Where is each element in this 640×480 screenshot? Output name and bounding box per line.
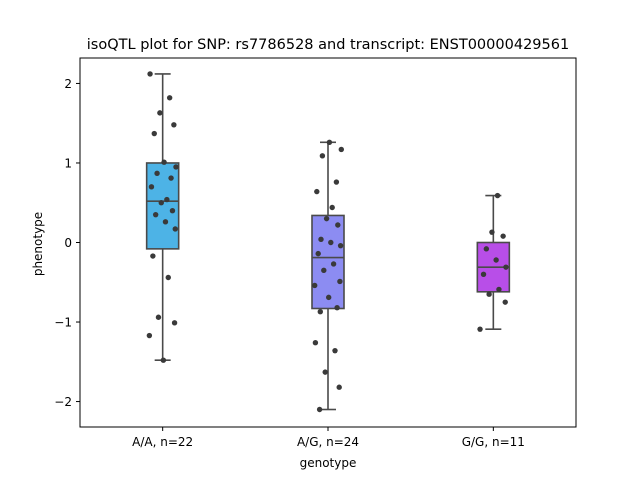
data-point bbox=[154, 170, 160, 177]
x-tick-label: A/A, n=22 bbox=[132, 435, 193, 449]
data-point bbox=[503, 264, 509, 270]
data-point bbox=[321, 267, 327, 274]
box-iqr bbox=[311, 214, 345, 310]
data-point bbox=[319, 153, 326, 159]
data-point bbox=[173, 164, 179, 170]
data-point bbox=[312, 340, 319, 346]
data-point bbox=[336, 384, 342, 390]
y-tick-label: 1 bbox=[64, 156, 72, 170]
data-point bbox=[489, 229, 495, 235]
y-tick-label: 2 bbox=[64, 77, 72, 91]
data-point bbox=[151, 130, 157, 137]
data-point bbox=[316, 406, 323, 413]
y-tick-label: 0 bbox=[64, 236, 72, 250]
data-point bbox=[312, 282, 318, 289]
data-point bbox=[172, 226, 178, 232]
data-point bbox=[171, 320, 178, 326]
data-point bbox=[152, 211, 159, 218]
data-point bbox=[329, 204, 335, 211]
data-point bbox=[483, 246, 490, 252]
data-point bbox=[168, 175, 174, 181]
data-point bbox=[334, 305, 340, 311]
data-point bbox=[486, 291, 492, 297]
data-point bbox=[148, 184, 155, 190]
data-point bbox=[328, 239, 334, 246]
data-point bbox=[493, 257, 499, 263]
data-point bbox=[494, 192, 501, 199]
data-point bbox=[165, 274, 171, 281]
data-point bbox=[157, 110, 163, 116]
data-point bbox=[337, 242, 344, 249]
chart-title: isoQTL plot for SNP: rs7786528 and trans… bbox=[87, 37, 569, 53]
y-tick-label: −2 bbox=[54, 395, 72, 409]
data-point bbox=[318, 236, 324, 243]
data-point bbox=[155, 314, 162, 320]
data-point bbox=[146, 332, 153, 339]
data-point bbox=[496, 286, 502, 293]
data-point bbox=[326, 139, 333, 145]
box-iqr bbox=[145, 162, 180, 250]
data-point bbox=[150, 253, 156, 259]
data-point bbox=[335, 222, 341, 228]
data-point bbox=[314, 188, 320, 195]
data-point bbox=[332, 347, 338, 354]
data-point bbox=[338, 146, 344, 153]
data-point bbox=[158, 200, 164, 206]
data-point bbox=[337, 278, 343, 285]
data-point bbox=[164, 196, 170, 203]
data-point bbox=[326, 294, 332, 301]
data-point bbox=[322, 369, 328, 375]
y-tick-label: −1 bbox=[54, 316, 72, 330]
data-point bbox=[500, 233, 506, 239]
data-point bbox=[330, 261, 337, 267]
x-tick-label: G/G, n=11 bbox=[462, 435, 525, 449]
data-point bbox=[169, 207, 176, 214]
data-point bbox=[477, 326, 483, 332]
x-axis-label: genotype bbox=[300, 456, 357, 470]
data-point bbox=[160, 357, 167, 363]
x-tick-label: A/G, n=24 bbox=[297, 435, 359, 449]
data-point bbox=[161, 159, 167, 165]
plot-area: −2 −1 0 1 2 A/A, n=22 A/G, n=24 G/G, n=11 bbox=[54, 57, 577, 449]
data-point bbox=[147, 71, 153, 77]
data-point bbox=[166, 95, 173, 101]
data-point bbox=[171, 122, 177, 128]
data-point bbox=[480, 271, 487, 278]
y-axis-label: phenotype bbox=[31, 212, 45, 276]
data-point bbox=[502, 299, 508, 305]
data-point bbox=[317, 308, 323, 315]
data-point bbox=[323, 215, 330, 222]
data-point bbox=[333, 179, 340, 185]
data-point bbox=[315, 250, 321, 257]
data-point bbox=[162, 219, 169, 225]
